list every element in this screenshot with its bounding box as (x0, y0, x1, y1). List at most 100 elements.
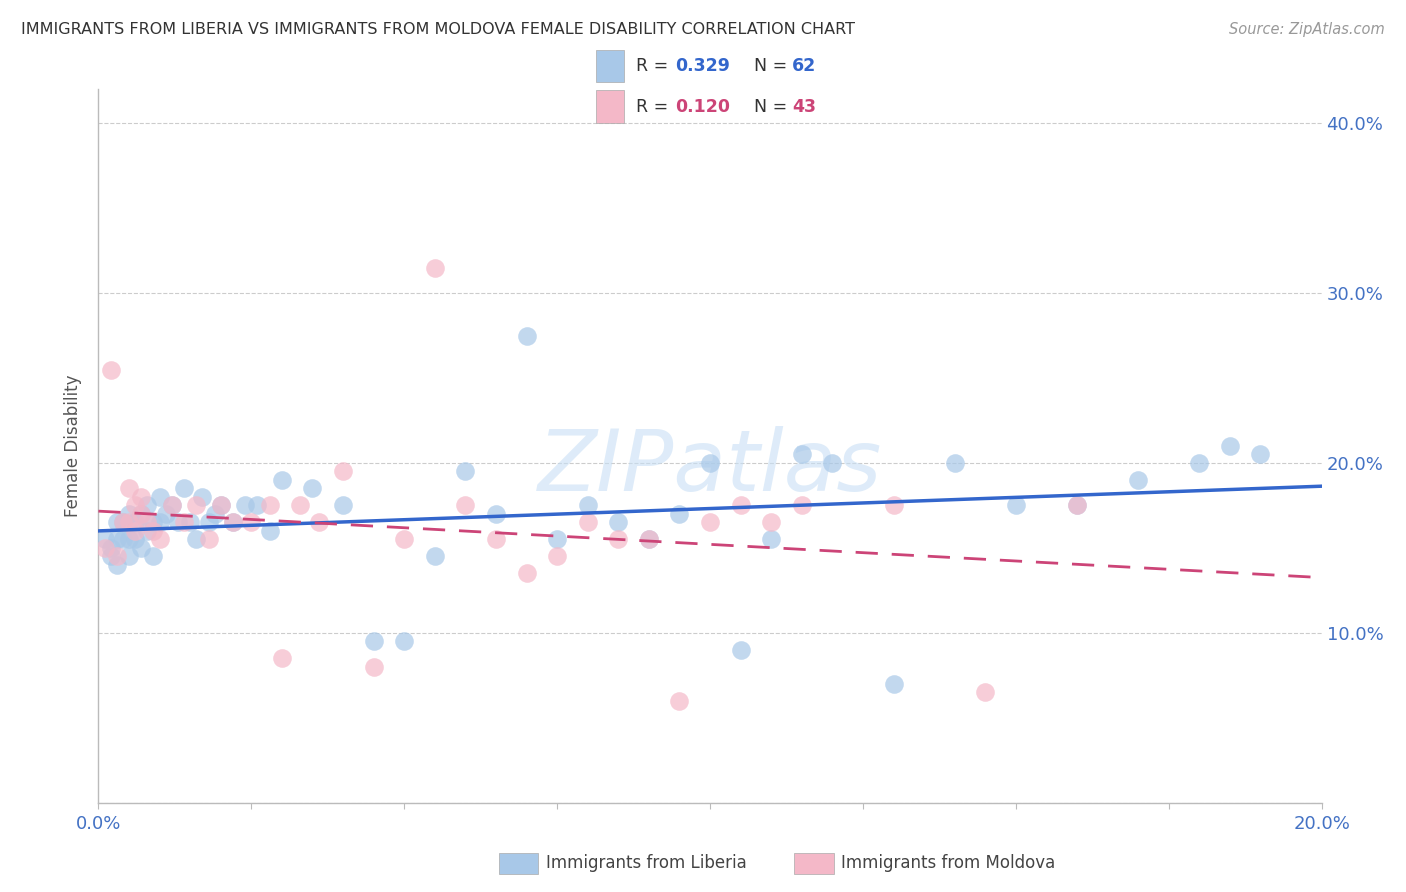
Point (173, 516, 195, 530)
Text: N =: N = (754, 98, 793, 116)
Point (246, 499, 269, 513)
Point (149, 533, 172, 547)
Point (1004, 499, 1026, 513)
Point (209, 499, 232, 513)
Point (883, 677, 905, 691)
Text: R =: R = (636, 98, 673, 116)
Point (118, 533, 141, 547)
Point (105, 558, 128, 572)
Point (668, 507, 690, 521)
Point (332, 465, 354, 479)
Point (1066, 499, 1088, 513)
Text: 0.329: 0.329 (675, 57, 730, 75)
Point (105, 549, 128, 564)
Point (1066, 499, 1088, 513)
Point (118, 507, 141, 521)
Point (637, 533, 661, 547)
Point (454, 465, 477, 479)
Text: 0.120: 0.120 (675, 98, 730, 116)
Point (222, 516, 245, 530)
Point (363, 660, 385, 674)
Point (149, 490, 172, 504)
Point (100, 541, 122, 555)
Point (93, 541, 115, 555)
Text: N =: N = (754, 57, 793, 75)
Point (100, 549, 122, 564)
Point (363, 634, 385, 648)
Point (124, 533, 146, 547)
Point (1249, 448, 1271, 462)
Text: R =: R = (636, 57, 673, 75)
Point (1128, 473, 1150, 487)
Point (637, 533, 661, 547)
Point (301, 482, 323, 496)
Point (392, 533, 416, 547)
Point (209, 499, 232, 513)
Point (124, 499, 146, 513)
Point (974, 685, 997, 699)
Point (790, 499, 813, 513)
Point (111, 516, 134, 530)
Point (668, 694, 690, 708)
Point (730, 499, 752, 513)
Text: Immigrants from Moldova: Immigrants from Moldova (841, 855, 1054, 872)
Point (136, 499, 159, 513)
Point (485, 507, 508, 521)
Point (160, 499, 183, 513)
Point (332, 499, 354, 513)
Point (129, 490, 152, 504)
Point (883, 499, 905, 513)
Point (516, 566, 538, 581)
Point (607, 533, 630, 547)
Point (105, 533, 128, 547)
Point (1219, 439, 1241, 453)
Point (136, 524, 159, 538)
Point (576, 516, 599, 530)
Point (191, 490, 214, 504)
Point (270, 651, 292, 665)
Point (259, 524, 281, 538)
Point (233, 499, 256, 513)
Point (423, 260, 446, 275)
Point (759, 533, 782, 547)
Point (111, 533, 134, 547)
Point (576, 499, 599, 513)
Point (129, 507, 152, 521)
Point (105, 516, 128, 530)
Y-axis label: Female Disability: Female Disability (65, 375, 83, 517)
Point (392, 634, 416, 648)
Point (222, 516, 245, 530)
Point (240, 516, 263, 530)
Point (308, 516, 330, 530)
Point (142, 549, 165, 564)
Point (516, 328, 538, 343)
Point (699, 456, 721, 470)
Point (167, 516, 190, 530)
Point (607, 516, 630, 530)
Point (423, 549, 446, 564)
Point (124, 524, 146, 538)
Point (759, 516, 782, 530)
Point (821, 456, 844, 470)
Point (142, 524, 165, 538)
Point (142, 516, 165, 530)
Point (173, 482, 195, 496)
Point (155, 507, 177, 521)
Point (118, 549, 141, 564)
Text: ZIPatlas: ZIPatlas (538, 425, 882, 509)
Point (186, 499, 208, 513)
Point (100, 362, 122, 376)
Text: IMMIGRANTS FROM LIBERIA VS IMMIGRANTS FROM MOLDOVA FEMALE DISABILITY CORRELATION: IMMIGRANTS FROM LIBERIA VS IMMIGRANTS FR… (21, 22, 855, 37)
Text: Immigrants from Liberia: Immigrants from Liberia (546, 855, 747, 872)
Point (546, 549, 568, 564)
Point (1188, 456, 1211, 470)
Point (454, 499, 477, 513)
Point (186, 533, 208, 547)
Bar (596, 50, 624, 82)
Point (124, 516, 146, 530)
Text: 62: 62 (793, 57, 817, 75)
Point (790, 448, 813, 462)
Point (546, 533, 568, 547)
Point (730, 643, 752, 657)
Point (93, 533, 115, 547)
